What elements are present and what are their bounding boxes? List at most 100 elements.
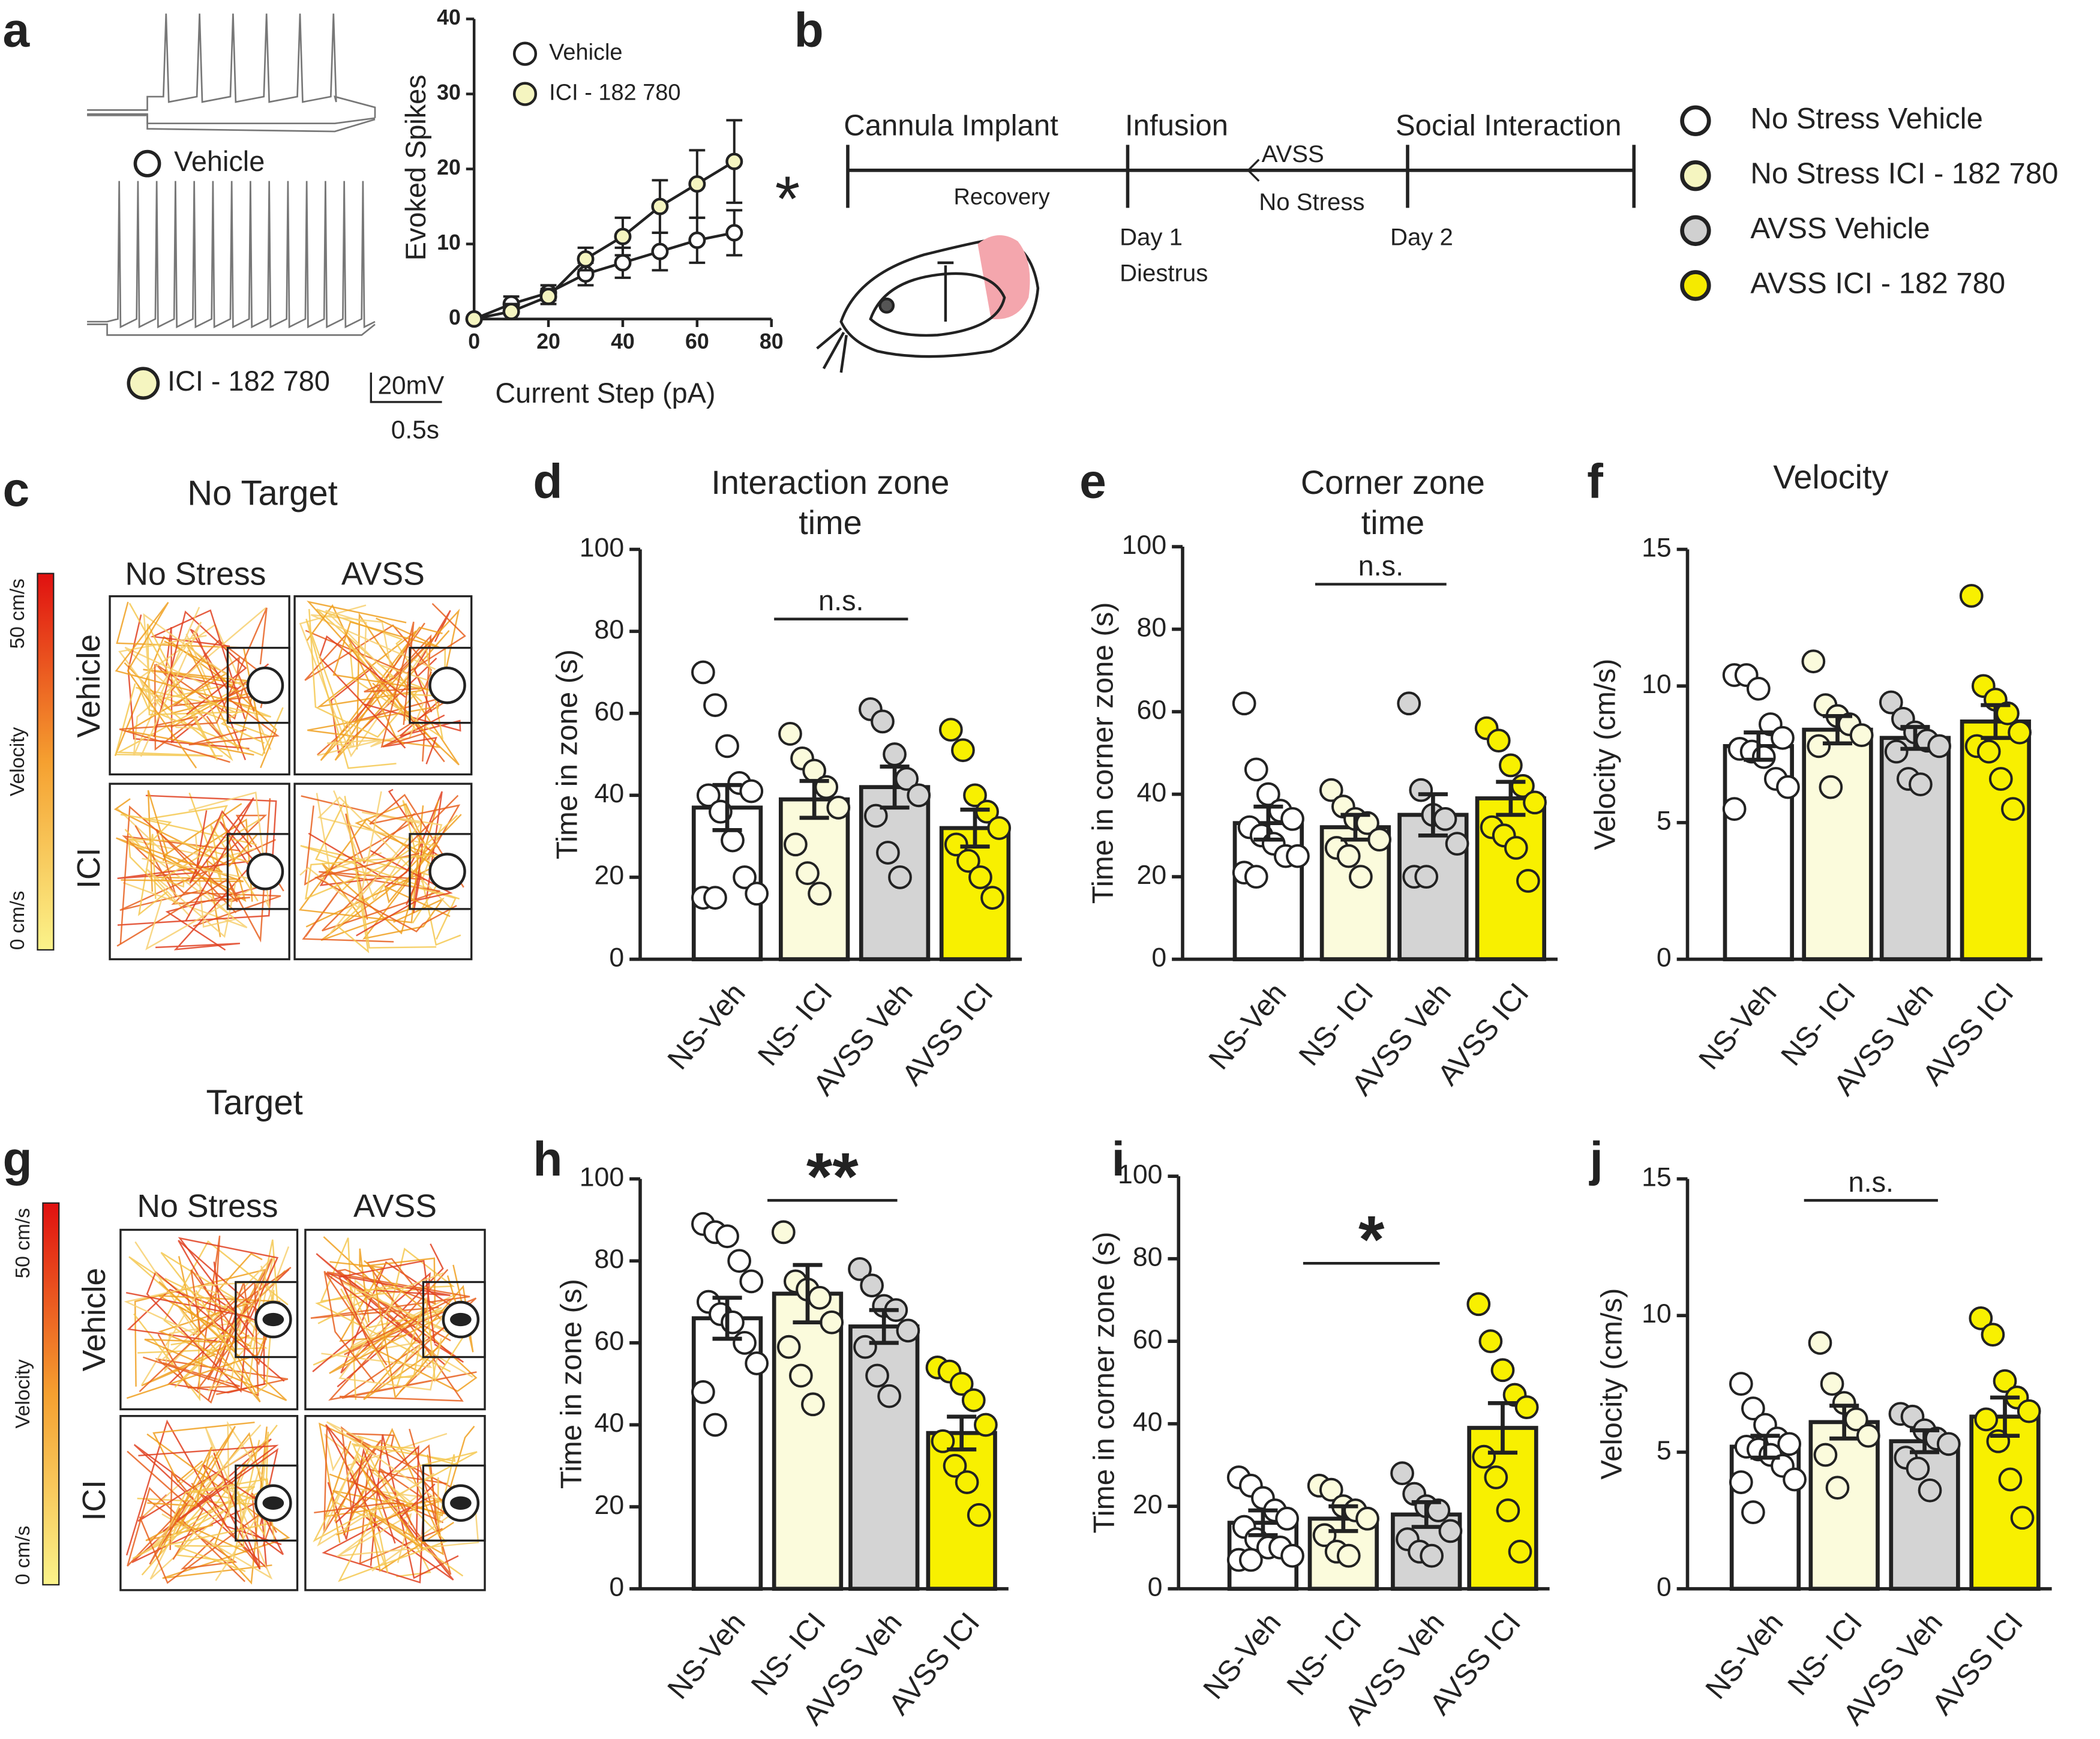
data-point <box>1906 1456 1930 1481</box>
track <box>147 790 169 892</box>
track <box>114 635 240 756</box>
data-point <box>1504 836 1528 860</box>
track <box>125 640 254 756</box>
data-point <box>1523 790 1547 815</box>
data-point <box>1445 832 1469 856</box>
panel-title: No Target <box>187 474 337 513</box>
track <box>389 1308 473 1381</box>
track <box>338 1451 448 1582</box>
data-point <box>691 660 715 685</box>
trace <box>87 323 376 336</box>
legend-marker <box>512 82 538 106</box>
track <box>175 1425 278 1563</box>
data-point <box>1280 1543 1304 1568</box>
data-point <box>987 816 1012 840</box>
data-point <box>1348 865 1373 889</box>
data-point <box>1409 778 1433 802</box>
scale-label: 20mV <box>377 371 444 400</box>
data-point <box>715 1224 739 1249</box>
trace <box>87 13 376 118</box>
data-point <box>1959 584 1984 608</box>
track <box>127 1261 256 1344</box>
x-tick-label: 60 <box>685 329 709 353</box>
event-label: Social Interaction <box>1396 109 1622 142</box>
data-point <box>703 1413 727 1437</box>
data-point <box>826 795 851 820</box>
zone <box>409 833 473 910</box>
error-bar <box>1496 779 1526 817</box>
data-point <box>1397 691 1421 716</box>
data-point <box>1490 1358 1515 1383</box>
data-point <box>1390 1461 1414 1486</box>
track <box>190 628 247 760</box>
y-tick-label: 100 <box>580 1162 624 1192</box>
error-bar <box>793 1263 823 1325</box>
data-point <box>703 886 727 910</box>
legend-label: AVSS Vehicle <box>1750 212 1930 245</box>
x-tick-label: 80 <box>760 329 784 353</box>
zone <box>422 1464 486 1542</box>
marker <box>502 302 520 320</box>
y-tick-label: 20 <box>437 155 461 179</box>
track <box>325 610 428 681</box>
zone <box>235 1281 299 1359</box>
marker <box>614 254 632 272</box>
data-point <box>778 722 802 746</box>
track <box>118 634 207 730</box>
track <box>144 1281 287 1401</box>
data-point <box>820 1310 844 1335</box>
colorbar-label: Velocity <box>12 1359 34 1429</box>
data-point <box>1819 775 1843 799</box>
data-point <box>2017 1399 2041 1423</box>
track <box>188 791 270 909</box>
panel-letter: j <box>1589 1132 1603 1186</box>
track <box>124 1241 252 1337</box>
track <box>341 1426 437 1525</box>
track <box>174 1491 246 1572</box>
data-point <box>739 1269 764 1294</box>
arrow <box>1246 158 1260 182</box>
data-point <box>1238 1548 1263 1572</box>
track <box>320 608 460 761</box>
data-point <box>739 779 764 803</box>
y-tick-label: 0 <box>609 943 624 972</box>
data-point <box>1849 723 1874 748</box>
row-label: Vehicle <box>71 634 107 738</box>
track <box>305 618 397 769</box>
data-point <box>1777 1432 1802 1456</box>
error-bar <box>1829 1404 1859 1441</box>
track <box>324 1433 419 1509</box>
track <box>298 805 439 924</box>
track <box>139 1498 281 1584</box>
column-label: No Stress <box>137 1189 278 1224</box>
x-tick-label: NS-Veh <box>662 1606 752 1705</box>
data-point <box>1741 1396 1765 1420</box>
legend-marker <box>127 367 160 400</box>
panel-letter: d <box>533 455 562 509</box>
panel-title: Target <box>206 1083 302 1122</box>
data-point <box>967 1503 991 1527</box>
colorbar-label: 0 cm/s <box>7 891 29 951</box>
y-tick-label: 0 <box>449 305 461 329</box>
error-bar <box>947 1414 977 1452</box>
panel-letter: g <box>2 1132 32 1186</box>
track <box>152 1422 255 1483</box>
y-tick-label: 15 <box>1642 533 1672 562</box>
data-point <box>776 1335 801 1359</box>
y-tick-label: 20 <box>1137 860 1167 890</box>
data-point <box>1486 728 1511 753</box>
data-point <box>1969 1306 1993 1330</box>
data-point <box>1751 745 1776 769</box>
data-point <box>888 865 912 889</box>
data-point <box>721 1310 745 1335</box>
data-point <box>951 738 975 763</box>
error-bar <box>880 764 910 810</box>
x-tick-label: NS-Veh <box>1700 1606 1790 1705</box>
data-point <box>1729 1470 1753 1494</box>
track <box>323 1270 388 1383</box>
y-tick-label: 60 <box>1133 1325 1163 1354</box>
y-tick-label: 40 <box>1137 778 1167 807</box>
data-point <box>1998 1467 2023 1492</box>
error-bar <box>1744 730 1774 762</box>
x-tick-label: NS-Veh <box>1202 977 1292 1075</box>
